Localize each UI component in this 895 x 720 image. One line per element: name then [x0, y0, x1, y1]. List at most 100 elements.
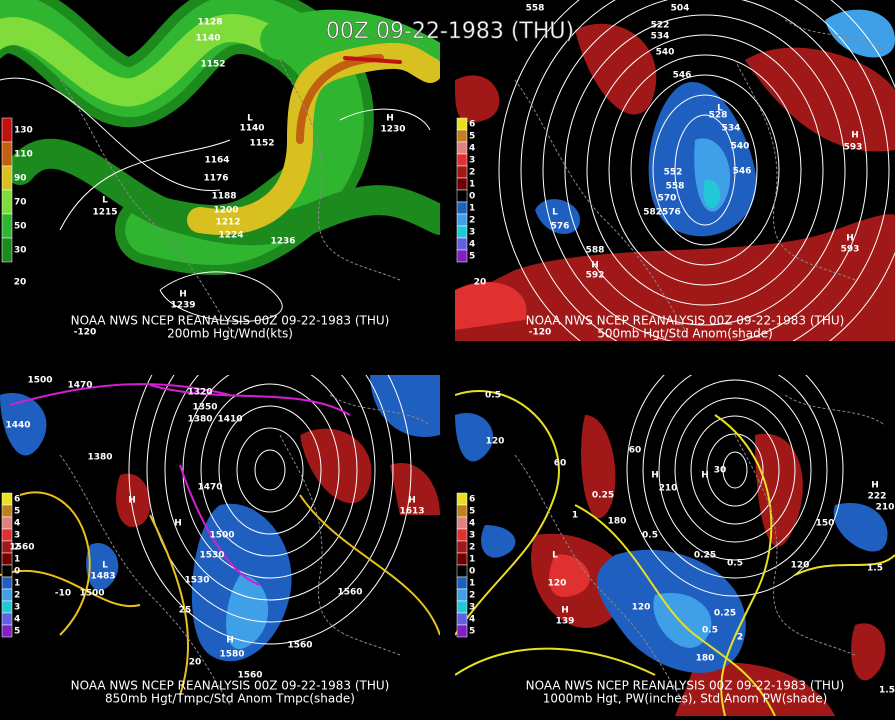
- anomaly-shade: [455, 281, 527, 330]
- anomaly-shade: [694, 138, 731, 212]
- anomaly-shade: [455, 75, 500, 123]
- legend-label: 5: [14, 507, 20, 517]
- coastline: [514, 79, 686, 331]
- legend-label: 4: [14, 519, 20, 529]
- panel-caption: NOAA NWS NCEP REANALYSIS 00Z 09-22-1983 …: [71, 679, 390, 693]
- map-label: 1530: [184, 576, 209, 586]
- contour: [586, 34, 824, 306]
- map-label: 552: [664, 168, 683, 178]
- map-label: 1440: [5, 421, 30, 431]
- map-label: 1380: [187, 415, 212, 425]
- coastline: [514, 454, 686, 706]
- coastline: [734, 434, 856, 656]
- legend-swatch: [456, 492, 468, 506]
- map-label: 1200: [213, 206, 238, 216]
- map-label: 1239: [170, 301, 195, 311]
- panel-subcaption: 500mb Hgt/Std Anom(shade): [597, 327, 773, 341]
- map-label: H: [851, 131, 859, 141]
- legend-swatch: [1, 189, 13, 215]
- map-label: 570: [658, 194, 677, 204]
- map-label: L: [552, 551, 558, 561]
- coastline: [279, 434, 401, 656]
- map-label: 210: [659, 484, 678, 494]
- legend-swatch: [1, 552, 13, 566]
- coastline: [59, 454, 231, 706]
- contour: [159, 271, 283, 322]
- contour: [674, 397, 796, 543]
- map-label: L: [102, 561, 108, 571]
- main-title: 00Z 09-22-1983 (THU): [326, 19, 574, 44]
- coastline: [734, 59, 856, 281]
- contour: [626, 375, 844, 597]
- anomaly-shade: [116, 473, 151, 527]
- panel-caption: NOAA NWS NCEP REANALYSIS 00Z 09-22-1983 …: [71, 314, 390, 328]
- map-label: H: [174, 519, 182, 529]
- panel-caption: NOAA NWS NCEP REANALYSIS 00Z 09-22-1983 …: [526, 679, 845, 693]
- legend-label: 6: [469, 495, 475, 505]
- panel-content: 130 110 90 70 50 30 1128 1140 1152 1152 1164 1176 11…: [0, 0, 440, 341]
- map-label: 546: [733, 167, 752, 177]
- contour: [722, 451, 748, 489]
- legend-swatch: [456, 528, 468, 542]
- coastline: [784, 19, 886, 51]
- legend-label: 0: [469, 192, 475, 202]
- coastline: [279, 59, 401, 281]
- map-label: 2: [737, 633, 743, 643]
- map-label: 576: [551, 222, 570, 232]
- map-label: 1500: [27, 376, 52, 386]
- map-label: 592: [586, 271, 605, 281]
- map-label: 150: [816, 519, 835, 529]
- temp-contour: [0, 569, 141, 608]
- legend-swatch: [456, 225, 468, 239]
- map-label: 60: [629, 446, 642, 456]
- map-label: H: [591, 261, 599, 271]
- contour: [200, 383, 340, 557]
- legend-label: 1: [14, 579, 20, 589]
- map-label: 1580: [219, 650, 244, 660]
- map-label: 1500: [79, 589, 104, 599]
- anomaly-shade: [390, 463, 440, 515]
- legend-label: 110: [14, 150, 33, 160]
- map-label: H: [701, 471, 709, 481]
- map-label: 1560: [9, 543, 34, 553]
- legend-label: 6: [469, 120, 475, 130]
- map-label: -10: [55, 589, 71, 599]
- map-label: 1500: [209, 531, 234, 541]
- map-label: 1140: [239, 124, 264, 134]
- legend-label: 30: [14, 246, 27, 256]
- legend-swatch: [1, 237, 13, 263]
- contour: [674, 114, 736, 226]
- legend-swatch: [1, 612, 13, 626]
- map-label: 1152: [200, 60, 225, 70]
- wind-shade: [343, 56, 402, 64]
- legend-swatch: [456, 576, 468, 590]
- panel-subcaption: 850mb Hgt/Tmpc/Std Anom Tmpc(shade): [105, 692, 355, 706]
- map-label: 593: [841, 245, 860, 255]
- map-label: H: [179, 290, 187, 300]
- legend-swatch: [456, 213, 468, 227]
- map-label: 120: [791, 561, 810, 571]
- map-label: 1164: [204, 156, 229, 166]
- map-panel: 130 110 90 70 50 30 1128 1140 1152 1152 1164 1176 11…: [0, 0, 440, 341]
- pw-contour: [455, 647, 656, 676]
- anomaly-shade: [833, 503, 888, 552]
- anomaly-shade: [745, 47, 895, 152]
- legend-label: 5: [469, 252, 475, 262]
- legend-swatch: [456, 612, 468, 626]
- map-label: 582576: [643, 208, 681, 218]
- map-label: 546: [673, 71, 692, 81]
- map-label: 0.5: [485, 391, 501, 401]
- legend-label: 3: [469, 156, 475, 166]
- legend-swatch: [1, 624, 13, 638]
- map-label: 1483: [90, 572, 115, 582]
- contour: [339, 108, 431, 131]
- legend-swatch: [456, 153, 468, 167]
- map-label: 1.5: [867, 564, 883, 574]
- legend-swatch: [456, 189, 468, 203]
- legend-swatch: [1, 576, 13, 590]
- map-label: H: [128, 496, 136, 506]
- legend-label: 1: [469, 579, 475, 589]
- map-label: 593: [844, 143, 863, 153]
- legend-swatch: [456, 504, 468, 518]
